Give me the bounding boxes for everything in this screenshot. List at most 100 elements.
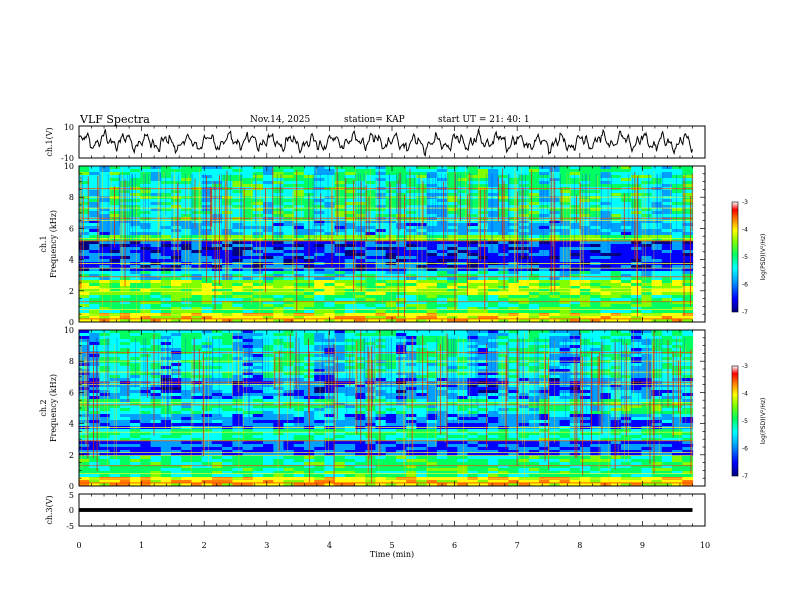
spectrogram-cell: [99, 387, 111, 391]
spectrogram-cell: [283, 333, 295, 337]
spectrogram-cell: [498, 301, 509, 305]
spectrogram-cell: [222, 345, 233, 349]
spectrogram-cell: [477, 345, 489, 349]
spectrogram-cell: [518, 292, 530, 296]
spectrogram-cell: [457, 387, 469, 391]
spectrogram-cell: [211, 301, 223, 305]
spectrogram-cell: [426, 345, 438, 349]
spectrogram-cell: [375, 220, 387, 224]
spectrogram-cell: [119, 387, 131, 391]
spectrogram-cell: [263, 319, 274, 323]
spectrogram-cell: [580, 360, 591, 364]
spectrogram-cell: [641, 372, 653, 376]
spectrogram-cell: [283, 387, 295, 391]
spectrogram-cell: [641, 199, 653, 203]
spectrogram-cell: [549, 175, 561, 179]
spectrogram-cell: [79, 283, 90, 287]
spectrogram-cell: [334, 375, 346, 379]
spectrogram-cell: [273, 193, 285, 197]
spectrogram-cell: [324, 205, 336, 209]
spectrogram-cell: [263, 175, 274, 179]
spectrogram-cell: [631, 387, 642, 391]
spectrogram-cell: [661, 384, 673, 388]
spectrogram-cell: [293, 390, 305, 394]
spectrogram-cell: [641, 366, 653, 370]
spectrogram-cell: [263, 238, 274, 242]
spectrogram-cell: [447, 199, 458, 203]
spectrogram-cell: [600, 345, 612, 349]
spectrogram-cell: [232, 378, 244, 382]
spectrogram-cell: [477, 366, 489, 370]
spectrogram-cell: [661, 307, 673, 311]
spectrogram-cell: [559, 280, 571, 284]
spectrogram-cell: [661, 289, 673, 293]
spectrogram-cell: [99, 271, 111, 275]
spectrogram-cell: [283, 277, 295, 281]
spectrogram-cell: [580, 304, 591, 308]
spectrogram-cell: [293, 181, 305, 185]
spectrogram-cell: [160, 348, 172, 352]
spectrogram-cell: [580, 259, 591, 263]
spectrogram-cell: [600, 208, 612, 212]
spectrogram-cell: [79, 244, 90, 248]
spectrogram-cell: [130, 253, 141, 257]
spectrogram-cell: [242, 172, 254, 176]
spectrogram-cell: [150, 244, 162, 248]
spectrogram-cell: [508, 274, 520, 278]
spectrogram-cell: [89, 220, 100, 224]
spectrogram-cell: [406, 301, 417, 305]
spectrogram-cell: [293, 319, 305, 323]
spectrogram-cell: [314, 280, 325, 284]
spectrogram-cell: [314, 178, 325, 182]
spectrogram-cell: [426, 393, 438, 397]
spectrogram-cell: [559, 244, 571, 248]
spectrogram-cell: [293, 196, 305, 200]
spectrogram-cell: [539, 304, 550, 308]
spectrogram-cell: [651, 363, 663, 367]
spectrogram-cell: [426, 369, 438, 373]
spectrogram-cell: [293, 277, 305, 281]
spectrogram-cell: [672, 393, 683, 397]
spectrogram-cell: [334, 348, 346, 352]
spectrogram-cell: [160, 375, 172, 379]
spectrogram-cell: [150, 265, 162, 269]
spectrogram-cell: [498, 363, 509, 367]
spectrogram-cell: [375, 280, 387, 284]
spectrogram-cell: [651, 387, 663, 391]
spectrogram-cell: [477, 319, 489, 323]
spectrogram-cell: [109, 348, 121, 352]
spectrogram-cell: [99, 193, 111, 197]
spectrogram-cell: [109, 333, 121, 337]
spectrogram-cell: [467, 286, 479, 290]
spectrogram-cell: [375, 169, 387, 173]
spectrogram-cell: [447, 360, 458, 364]
spectrogram-cell: [314, 202, 325, 206]
spectrogram-cell: [99, 274, 111, 278]
spectrogram-cell: [539, 169, 550, 173]
spectrogram-cell: [130, 333, 141, 337]
spectrogram-cell: [283, 181, 295, 185]
spectrogram-cell: [416, 369, 428, 373]
spectrogram-cell: [191, 205, 203, 209]
spectrogram-cell: [201, 220, 213, 224]
spectrogram-cell: [406, 256, 417, 260]
spectrogram-cell: [211, 363, 223, 367]
spectrogram-cell: [252, 199, 264, 203]
spectrogram-cell: [365, 232, 377, 236]
spectrogram-cell: [201, 390, 213, 394]
spectrogram-cell: [631, 166, 642, 170]
spectrogram-cell: [672, 363, 683, 367]
spectrogram-cell: [672, 265, 683, 269]
spectrogram-cell: [590, 226, 601, 230]
spectrogram-cell: [508, 292, 520, 296]
spectrogram-cell: [324, 190, 336, 194]
spectrogram-cell: [610, 175, 622, 179]
spectrogram-cell: [344, 214, 356, 218]
spectrogram-cell: [518, 232, 530, 236]
spectrogram-cell: [590, 283, 601, 287]
spectrogram-cell: [580, 247, 591, 251]
spectrogram-cell: [682, 280, 694, 284]
spectrogram-cell: [181, 292, 192, 296]
spectrogram-cell: [467, 244, 479, 248]
spectrogram-cell: [406, 348, 417, 352]
